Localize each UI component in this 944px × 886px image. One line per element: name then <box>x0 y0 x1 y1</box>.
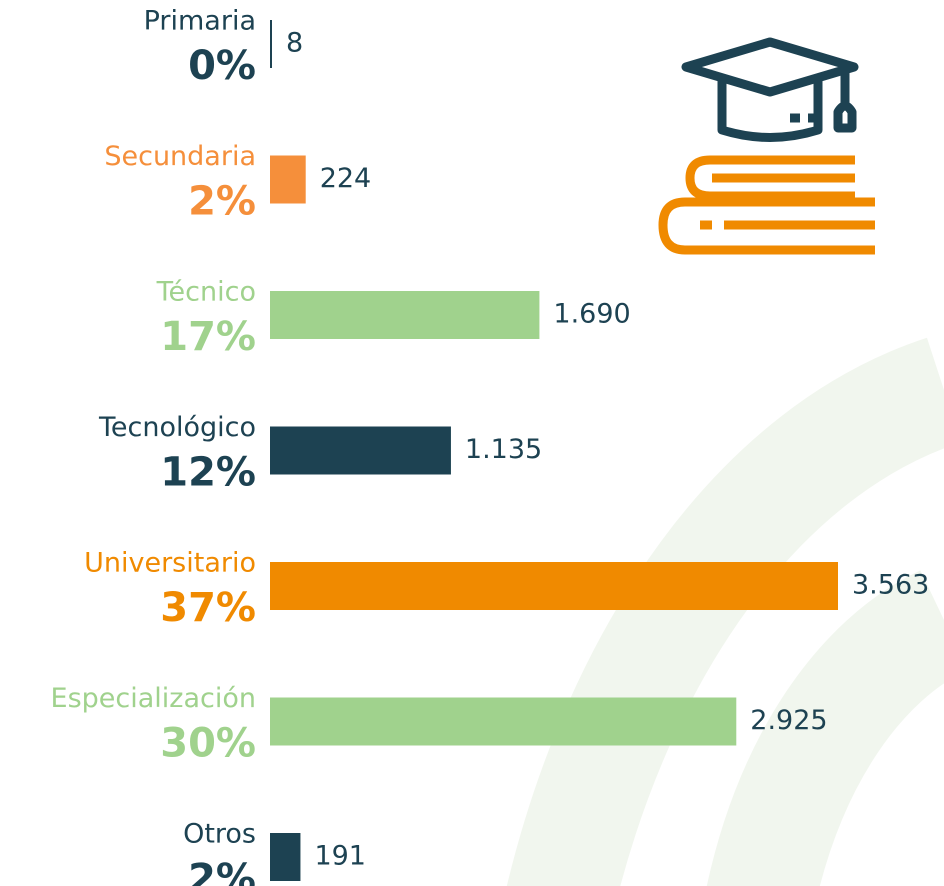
bar <box>270 291 540 339</box>
value-label: 224 <box>320 163 372 194</box>
value-label: 191 <box>314 841 366 872</box>
value-label: 8 <box>286 28 303 59</box>
share-label: 2% <box>188 856 256 886</box>
value-label: 1.690 <box>553 299 630 330</box>
category-label: Tecnológico <box>98 412 256 443</box>
share-label: 12% <box>160 450 256 496</box>
category-label: Secundaria <box>104 141 256 172</box>
category-label: Universitario <box>84 548 256 579</box>
category-label: Otros <box>183 819 256 850</box>
bar <box>270 833 301 881</box>
share-label: 30% <box>160 721 256 767</box>
share-label: 17% <box>160 314 256 360</box>
share-label: 0% <box>188 43 256 89</box>
category-label: Primaria <box>144 6 256 37</box>
bar <box>270 697 737 746</box>
value-label: 3.563 <box>852 570 929 601</box>
value-label: 2.925 <box>750 705 827 736</box>
category-label: Técnico <box>156 277 256 308</box>
share-label: 37% <box>160 585 256 631</box>
bar <box>270 155 306 204</box>
bar <box>270 426 451 475</box>
education-icon <box>658 37 875 255</box>
bar <box>270 20 272 68</box>
share-label: 2% <box>188 179 256 225</box>
bar <box>270 562 838 610</box>
category-label: Especialización <box>51 683 256 714</box>
value-label: 1.135 <box>465 434 542 465</box>
background-arcs <box>506 337 944 886</box>
